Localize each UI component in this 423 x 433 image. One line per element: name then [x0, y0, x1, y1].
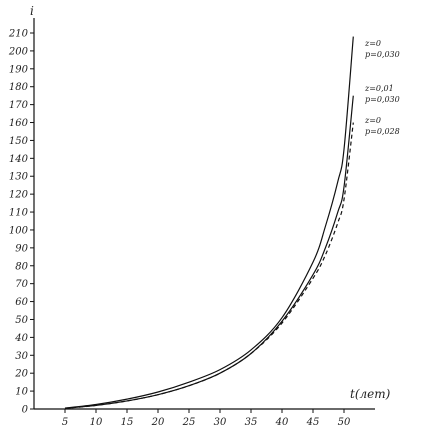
series-labels: z=0 p=0,030 z=0,01 p=0,030 z=0 p=0,028	[364, 39, 400, 136]
y-tick-label: 80	[15, 261, 28, 272]
x-tick-label: 40	[275, 417, 289, 428]
y-tick-label: 150	[9, 136, 29, 147]
x-ticks: 5 10 15 20 25 30 35 40 45 50	[62, 409, 351, 428]
y-tick-label: 10	[15, 387, 28, 398]
series-label-2: p=0,030	[365, 95, 400, 104]
y-tick-label: 170	[9, 100, 29, 111]
x-tick-label: 45	[306, 417, 320, 428]
y-tick-label: 200	[8, 46, 29, 57]
y-tick-label: 0	[22, 405, 29, 416]
x-tick-label: 10	[90, 417, 103, 428]
x-tick-label: 50	[338, 417, 351, 428]
x-tick-label: 35	[245, 417, 258, 428]
series-label-3: z=0	[364, 116, 381, 125]
series-label-3: p=0,028	[365, 127, 400, 136]
series-line-3	[64, 122, 354, 409]
y-tick-label: 120	[9, 190, 29, 201]
x-tick-label: 15	[121, 417, 134, 428]
y-tick-label: 110	[9, 208, 29, 219]
y-tick-label: 60	[15, 297, 28, 308]
y-ticks: 0 10 20 30 40 50 60 70 80 90 100 110 120 130 140 150 160…	[8, 29, 34, 416]
series-lines	[64, 36, 354, 409]
y-tick-label: 140	[9, 154, 29, 165]
x-tick-label: 25	[182, 417, 196, 428]
series-label-1: p=0,030	[365, 50, 400, 59]
axes	[33, 18, 375, 410]
y-tick-label: 20	[14, 369, 28, 380]
y-tick-label: 210	[8, 29, 29, 40]
series-line-2	[64, 95, 354, 409]
y-axis-label: i	[30, 4, 34, 18]
y-tick-label: 90	[15, 243, 28, 254]
y-tick-label: 40	[14, 333, 28, 344]
y-tick-label: 180	[9, 82, 29, 93]
y-tick-label: 190	[9, 64, 29, 75]
y-tick-label: 100	[9, 225, 29, 236]
y-tick-label: 160	[9, 118, 29, 129]
series-label-2: z=0,01	[364, 84, 394, 93]
y-tick-label: 30	[15, 351, 28, 362]
x-tick-label: 5	[62, 417, 68, 428]
x-axis-label: t(лет)	[350, 387, 391, 401]
x-tick-label: 20	[151, 417, 165, 428]
series-label-1: z=0	[364, 39, 381, 48]
x-tick-label: 30	[214, 417, 227, 428]
y-tick-label: 130	[9, 172, 29, 183]
y-tick-label: 50	[15, 315, 28, 326]
series-line-1	[64, 36, 354, 409]
y-tick-label: 70	[15, 279, 28, 290]
